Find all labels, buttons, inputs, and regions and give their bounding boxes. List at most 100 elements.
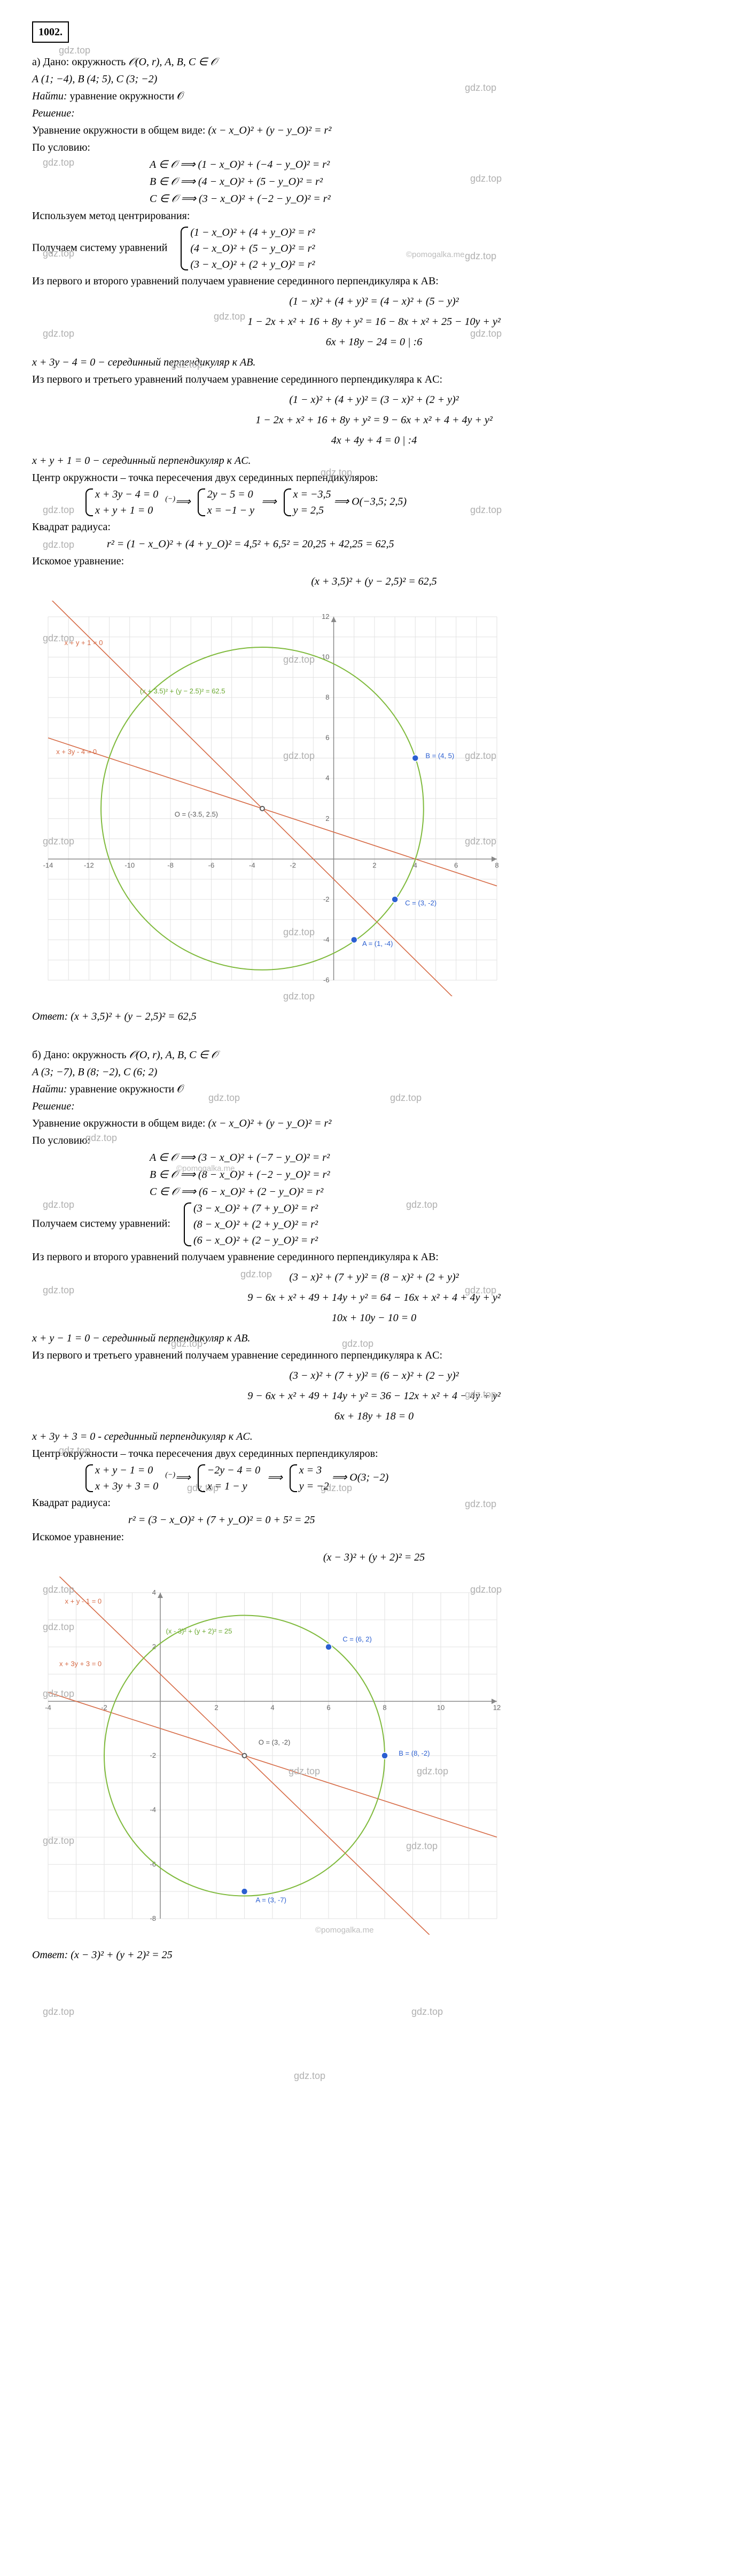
chart-a-svg: -14-12-10-8-6-4-22468-6-4-224681012x + y… (32, 601, 513, 996)
method-text: Используем метод центрирования: (32, 207, 716, 224)
svg-text:8: 8 (495, 861, 498, 869)
cond-b-eq: B ∈ 𝒪 ⟹ (4 − x_O)² + (5 − y_O)² = r² (150, 173, 716, 190)
svg-text:x + y + 1 = 0: x + y + 1 = 0 (65, 639, 103, 647)
ab-eq3: 10x + 10y − 10 = 0 (32, 1309, 716, 1326)
find-label: Найти: (32, 1083, 67, 1095)
radius-eq: r² = (1 − x_O)² + (4 + y_O)² = 4,5² + 6,… (107, 536, 716, 553)
find-text: уравнение окружности 𝒪 (70, 90, 184, 102)
general-text: Уравнение окружности в общем виде: (32, 1118, 205, 1129)
ac-eq1: (3 − x)² + (7 + y)² = (6 − x)² + (2 − y)… (32, 1367, 716, 1384)
watermark-gdz: gdz.top (43, 2004, 74, 2020)
center-text: Центр окружности – точка пересечения дву… (32, 469, 716, 486)
cond-a-eq: A ∈ 𝒪 ⟹ (3 − x_O)² + (−7 − y_O)² = r² (150, 1149, 716, 1166)
svg-text:4: 4 (270, 1703, 274, 1711)
center-sys3b: y = 2,5 (293, 502, 331, 518)
problem-number: 1002. (32, 21, 69, 43)
system-label: Получаем систему уравнений: (32, 1218, 170, 1230)
find-text: уравнение окружности 𝒪 (70, 1083, 184, 1095)
answer-eq: (x − 3)² + (y + 2)² = 25 (71, 1949, 172, 1961)
svg-text:-4: -4 (249, 861, 255, 869)
ac-eq3: 6x + 18y + 18 = 0 (32, 1408, 716, 1425)
ab-eq1: (1 − x)² + (4 + y)² = (4 − x)² + (5 − y)… (32, 293, 716, 310)
svg-text:-8: -8 (167, 861, 174, 869)
svg-text:2: 2 (214, 1703, 218, 1711)
svg-text:6: 6 (326, 1703, 330, 1711)
sys-row: (3 − x_O)² + (2 + y_O)² = r² (190, 257, 315, 273)
svg-text:O = (-3.5, 2.5): O = (-3.5, 2.5) (175, 810, 218, 818)
svg-text:8: 8 (383, 1703, 386, 1711)
svg-text:-8: -8 (150, 1914, 156, 1922)
cond-label: По условию: (32, 1132, 716, 1149)
svg-text:12: 12 (493, 1703, 501, 1711)
svg-text:x + y - 1 = 0: x + y - 1 = 0 (65, 1597, 102, 1605)
watermark-gdz: gdz.top (411, 2004, 443, 2020)
svg-text:2: 2 (372, 861, 376, 869)
sys-row: (6 − x_O)² + (2 − y_O)² = r² (193, 1232, 318, 1248)
cond-c-eq: C ∈ 𝒪 ⟹ (3 − x_O)² + (−2 − y_O)² = r² (150, 190, 716, 207)
svg-text:x + 3y + 3 = 0: x + 3y + 3 = 0 (59, 1659, 102, 1667)
svg-text:6: 6 (454, 861, 458, 869)
given-label: б) Дано: окружность (32, 1049, 127, 1061)
center-res: ⟹ O(−3,5; 2,5) (334, 496, 407, 508)
center-sys2a: −2y − 4 = 0 (207, 1462, 260, 1478)
result-eq: (x + 3,5)² + (y − 2,5)² = 62,5 (32, 573, 716, 590)
ac-eq3: 4x + 4y + 4 = 0 | :4 (32, 432, 716, 449)
svg-text:(x - 3)² + (y + 2)² = 25: (x - 3)² + (y + 2)² = 25 (166, 1627, 232, 1635)
general-text: Уравнение окружности в общем виде: (32, 125, 205, 136)
points-a: A (1; −4), B (4; 5), C (3; −2) (32, 71, 716, 88)
general-eq: (x − x_O)² + (y − y_O)² = r² (208, 125, 331, 136)
svg-text:-10: -10 (124, 861, 135, 869)
perp-ab-text: Из первого и второго уравнений получаем … (32, 1248, 716, 1266)
given-math: 𝒪(O, r), A, B, C ∈ 𝒪 (129, 1049, 218, 1061)
svg-text:B = (8, -2): B = (8, -2) (399, 1749, 430, 1757)
center-res: ⟹ O(3; −2) (332, 1472, 389, 1484)
svg-text:-12: -12 (84, 861, 94, 869)
minus-sign: (−) (165, 495, 175, 503)
cond-label: По условию: (32, 139, 716, 156)
ac-res: x + y + 1 = 0 − серединный перпендикуляр… (32, 452, 716, 469)
svg-text:6: 6 (325, 734, 329, 742)
svg-text:-6: -6 (208, 861, 215, 869)
svg-text:-2: -2 (150, 1751, 156, 1759)
svg-text:-14: -14 (43, 861, 53, 869)
perp-ac-text: Из первого и третьего уравнений получаем… (32, 1347, 716, 1364)
svg-text:-4: -4 (150, 1806, 156, 1814)
cond-a-eq: A ∈ 𝒪 ⟹ (1 − x_O)² + (−4 − y_O)² = r² (150, 156, 716, 173)
svg-text:-4: -4 (323, 935, 330, 943)
center-sys2a: 2y − 5 = 0 (207, 486, 254, 502)
solution-label: Решение: (32, 105, 716, 122)
svg-text:12: 12 (322, 612, 329, 620)
chart-b: -4-224681012-8-6-4-224x + y - 1 = 0x + 3… (32, 1577, 716, 1940)
system-label: Получаем систему уравнений (32, 242, 167, 254)
svg-text:-2: -2 (323, 895, 330, 903)
center-sys1b: x + y + 1 = 0 (95, 502, 158, 518)
sys-row: (3 − x_O)² + (7 + y_O)² = r² (193, 1200, 318, 1216)
center-sys1a: x + y − 1 = 0 (95, 1462, 158, 1478)
result-label: Искомое уравнение: (32, 1528, 716, 1546)
center-sys1b: x + 3y + 3 = 0 (95, 1478, 158, 1494)
center-sys3a: x = 3 (299, 1462, 329, 1478)
cond-b-eq: B ∈ 𝒪 ⟹ (8 − x_O)² + (−2 − y_O)² = r² (150, 1166, 716, 1183)
chart-a: -14-12-10-8-6-4-22468-6-4-224681012x + y… (32, 601, 716, 1002)
watermark-gdz: gdz.top (294, 2068, 325, 2084)
ab-eq1: (3 − x)² + (7 + y)² = (8 − x)² + (2 + y)… (32, 1269, 716, 1286)
sys-row: (4 − x_O)² + (5 − y_O)² = r² (190, 240, 315, 257)
radius-eq: r² = (3 − x_O)² + (7 + y_O)² = 0 + 5² = … (128, 1511, 716, 1528)
svg-text:(x + 3.5)² + (y − 2.5)² = 62.5: (x + 3.5)² + (y − 2.5)² = 62.5 (140, 687, 225, 695)
answer-label: Ответ: (32, 1011, 68, 1022)
svg-text:x + 3y - 4 = 0: x + 3y - 4 = 0 (56, 748, 97, 756)
given-math: 𝒪(O, r), A, B, C ∈ 𝒪 (128, 56, 217, 68)
sys-row: (8 − x_O)² + (2 + y_O)² = r² (193, 1216, 318, 1232)
perp-ac-text: Из первого и третьего уравнений получаем… (32, 371, 716, 388)
center-sys2b: x = 1 − y (207, 1478, 260, 1494)
cond-c-eq: C ∈ 𝒪 ⟹ (6 − x_O)² + (2 − y_O)² = r² (150, 1183, 716, 1200)
radius-label: Квадрат радиуса: (32, 518, 716, 536)
given-label: а) Дано: окружность (32, 56, 126, 68)
center-sys3b: y = −2 (299, 1478, 329, 1494)
result-label: Искомое уравнение: (32, 553, 716, 570)
perp-ab-text: Из первого и второго уравнений получаем … (32, 273, 716, 290)
general-eq: (x − x_O)² + (y − y_O)² = r² (208, 1118, 331, 1129)
ac-eq2: 9 − 6x + x² + 49 + 14y + y² = 36 − 12x +… (32, 1387, 716, 1405)
answer-eq: (x + 3,5)² + (y − 2,5)² = 62,5 (71, 1011, 196, 1022)
svg-text:2: 2 (325, 814, 329, 823)
